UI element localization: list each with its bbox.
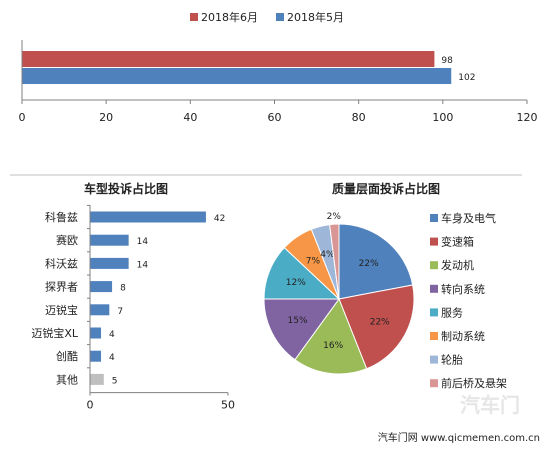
pie-slice-7 [329, 223, 340, 300]
category-label-2: 科沃兹 [45, 256, 78, 270]
category-label-6: 创酷 [56, 350, 78, 363]
legend-label-7: 前后桥及悬架 [441, 376, 507, 390]
legend-swatch-0 [190, 13, 198, 21]
x-tick-label: 100 [432, 111, 453, 124]
bar-0 [90, 211, 206, 223]
legend-label-0: 车身及电气 [441, 211, 496, 225]
x-tick-label: 60 [268, 111, 282, 124]
bar-value-label-3: 8 [120, 284, 126, 294]
x-tick-label: 80 [352, 111, 366, 124]
slice-label-6: 4% [320, 250, 335, 260]
bar-0 [22, 51, 435, 67]
bar-value-label-1: 102 [458, 73, 475, 83]
comparison-bar-chart: 2018年6月 2018年5月 98 102 0 20 40 60 80 100 120 [19, 10, 538, 124]
bar-2 [90, 257, 129, 269]
pie-slice-2 [294, 297, 368, 375]
category-label-0: 科鲁兹 [45, 210, 78, 224]
slice-label-7: 2% [327, 212, 342, 222]
bar-value-label-5: 4 [109, 330, 115, 340]
source-caption: 汽车门网 www.qicmemen.com.cn [378, 431, 540, 444]
bar-value-label-0: 42 [214, 214, 225, 224]
pie-slice-1 [338, 284, 415, 370]
legend-swatch-6 [430, 355, 438, 364]
chart-title: 质量层面投诉占比图 [332, 181, 440, 196]
bar-value-label-4: 7 [117, 307, 123, 317]
x-tick-label: 40 [183, 111, 197, 124]
bar-value-label-7: 5 [112, 376, 118, 386]
watermark-text: 汽车门 [460, 393, 520, 417]
slice-label-0: 22% [359, 259, 379, 269]
quality-complaint-pie-chart: 质量层面投诉占比图 22% 22% 16% 15% 12% 7%4% 2% 车身及电气变速箱发动… [263, 181, 507, 390]
slice-label-5: 7% [306, 257, 321, 267]
bar-7 [90, 373, 104, 385]
bar-value-label-2: 14 [137, 260, 149, 270]
legend-swatch-4 [430, 308, 438, 317]
category-label-4: 迈锐宝 [45, 303, 78, 317]
legend-swatch-2 [430, 261, 438, 270]
legend-label-1: 变速箱 [441, 235, 474, 249]
legend-label-5: 制动系统 [441, 330, 485, 343]
bar-1 [90, 234, 129, 246]
pie-slice-3 [263, 298, 340, 361]
bar-5 [90, 327, 102, 339]
slice-label-2: 16% [323, 341, 343, 351]
bar-value-label-0: 98 [441, 56, 453, 66]
legend-label-6: 轮胎 [441, 353, 463, 367]
x-tick-label: 120 [517, 111, 538, 124]
bar-value-label-1: 14 [137, 237, 149, 247]
slice-label-4: 12% [286, 278, 306, 288]
slice-label-1: 22% [370, 317, 390, 327]
legend-label-4: 服务 [441, 306, 463, 319]
legend-label-3: 转向系统 [441, 282, 485, 296]
x-tick-label: 50 [221, 399, 235, 412]
bar-4 [90, 304, 110, 316]
pie-slice-0 [338, 223, 414, 300]
category-label-5: 迈锐宝XL [31, 326, 79, 340]
legend-swatch-1 [276, 13, 284, 21]
legend-swatch-3 [430, 284, 438, 293]
x-tick-label: 0 [87, 399, 94, 412]
bar-1 [22, 68, 452, 84]
slice-label-3: 15% [288, 316, 308, 326]
chart-title: 车型投诉占比图 [84, 181, 168, 196]
legend-label-1: 2018年5月 [287, 10, 344, 24]
category-label-7: 其他 [56, 373, 78, 386]
legend-swatch-7 [430, 379, 438, 388]
legend-swatch-5 [430, 332, 438, 340]
category-label-3: 探界者 [45, 281, 78, 294]
legend-swatch-1 [430, 237, 438, 246]
category-label-1: 赛欧 [56, 233, 78, 247]
legend-swatch-0 [430, 214, 438, 222]
legend-label-2: 发动机 [441, 258, 474, 272]
legend-label-0: 2018年6月 [201, 10, 258, 24]
bar-6 [90, 350, 102, 362]
vehicle-complaint-bar-chart: 车型投诉占比图 42 科鲁兹 14 赛欧 14 科沃兹 8 探界者 7 迈锐宝 4 迈锐宝XL 4 创酷 5 其… [31, 181, 235, 412]
bar-value-label-6: 4 [109, 353, 115, 363]
bar-3 [90, 281, 113, 293]
x-tick-label: 0 [19, 111, 26, 124]
x-tick-label: 20 [99, 111, 113, 124]
